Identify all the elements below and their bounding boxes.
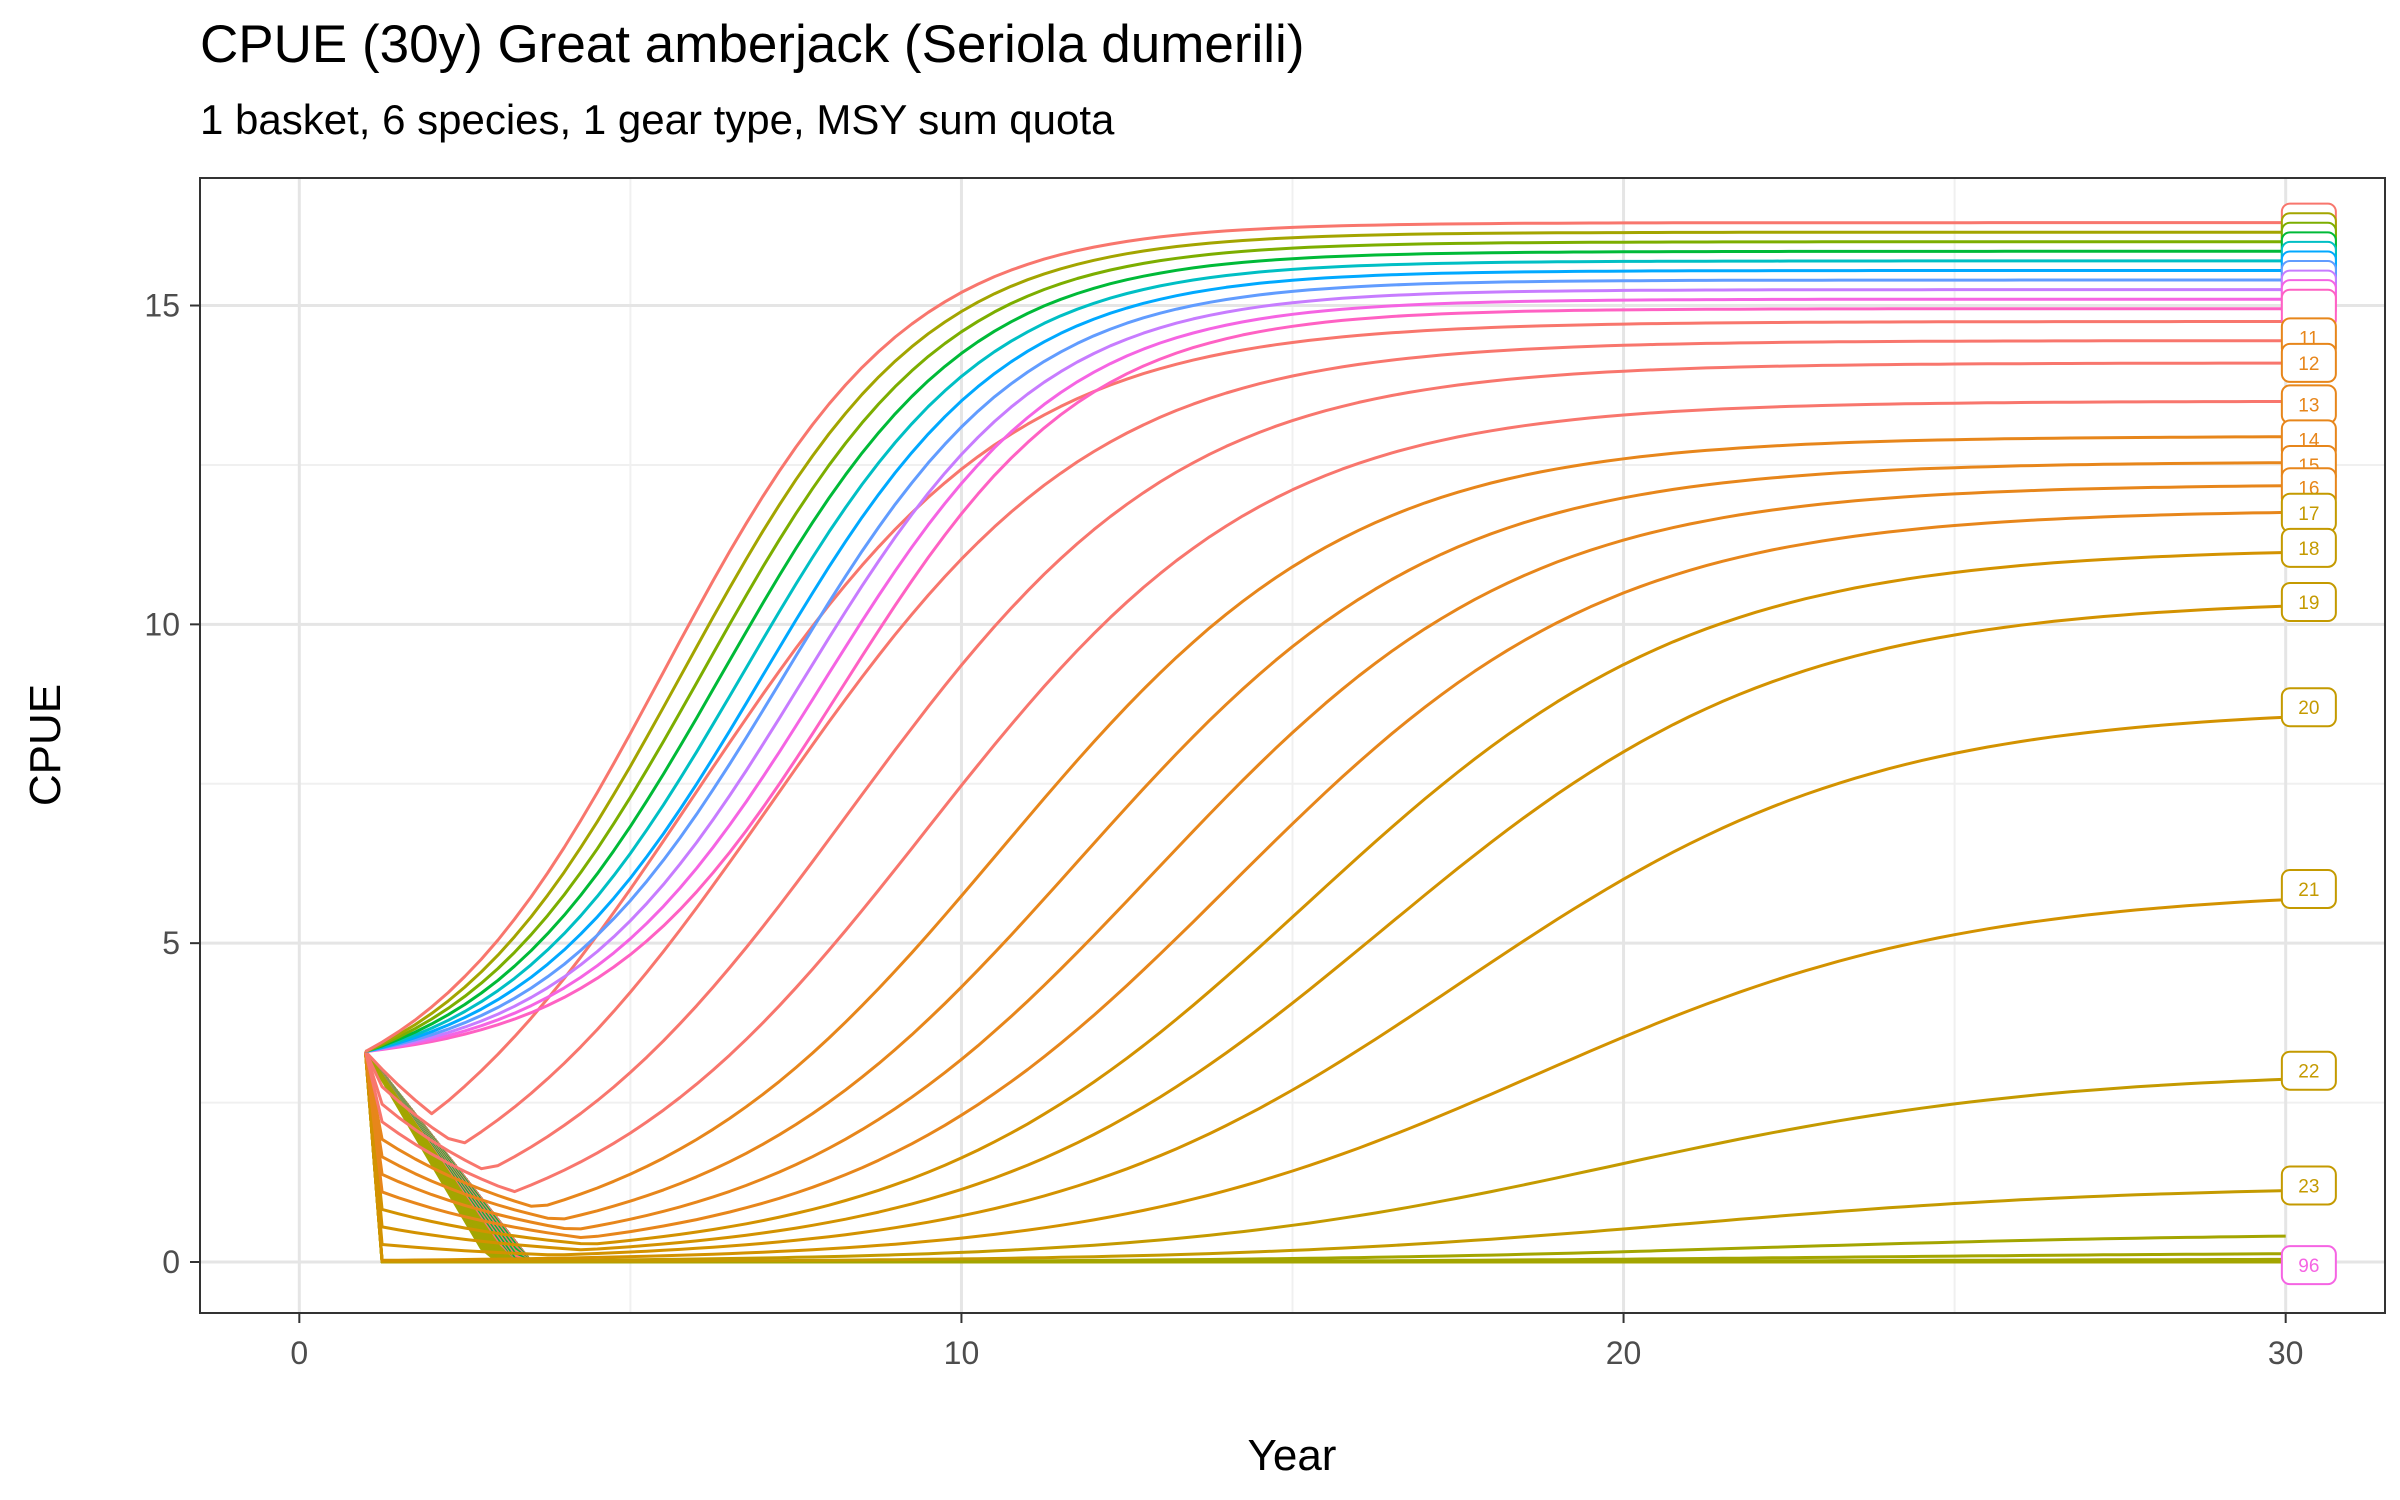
end-label-text: 21 [2298,880,2319,901]
y-tick-label: 5 [162,925,180,961]
series-line [364,435,2286,1208]
series-lines [364,221,2286,1264]
end-label-box [2280,1245,2337,1286]
series-line [364,1051,2286,1263]
y-tick-label: 15 [144,288,180,324]
series-line [364,230,2286,1053]
y-axis-title: CPUE [21,684,70,806]
end-label-box [2280,1165,2337,1206]
x-tick-label: 20 [1606,1335,1642,1371]
x-axis-title: Year [1248,1431,1337,1480]
end-label-text: 18 [2298,539,2319,560]
series-line [364,361,2286,1171]
end-label-box [2280,868,2337,909]
series-line [365,259,2286,1054]
x-tick-label: 10 [944,1335,980,1371]
series-line [364,400,2286,1194]
end-label-text: 96 [2298,1256,2319,1277]
end-label-box [2280,687,2337,728]
x-tick-label: 0 [290,1335,308,1371]
series-line [364,221,2286,1053]
series-line [365,249,2286,1054]
series-line [364,1051,2286,1264]
end-label-box [2280,342,2337,383]
series-line [364,898,2286,1262]
end-label-text: 13 [2298,395,2319,416]
y-tick-label: 10 [144,606,180,642]
series-line [364,461,2286,1221]
plot-border [199,177,2386,1314]
series-line [364,715,2286,1257]
end-label-text: 17 [2298,504,2319,525]
series-line [365,307,2286,1054]
series-line [365,288,2286,1054]
end-label-text: 20 [2298,698,2319,719]
x-tick-label: 30 [2268,1335,2304,1371]
end-label-text: 12 [2298,354,2319,375]
series-line [364,320,2286,1116]
series-line [365,278,2286,1054]
end-label-text: 23 [2298,1176,2319,1197]
chart-title: CPUE (30y) Great amberjack (Seriola dume… [200,15,1305,74]
end-label-text: 19 [2298,593,2319,614]
end-label-box [2280,1050,2337,1091]
end-label-box [2280,527,2337,568]
y-tick-label: 0 [162,1244,180,1280]
series-line [365,269,2286,1054]
series-line [364,510,2286,1239]
series-line [364,339,2286,1145]
series-line [364,551,2286,1246]
end-label-text: 22 [2298,1062,2319,1083]
chart-subtitle: 1 basket, 6 species, 1 gear type, MSY su… [200,96,1115,143]
end-label-box [2280,582,2337,623]
series-line [364,604,2286,1252]
series-line [365,297,2286,1054]
series-line [364,484,2286,1231]
axes: 0 10 20 30 0 5 10 15 [144,288,2303,1371]
series-line [364,240,2286,1053]
